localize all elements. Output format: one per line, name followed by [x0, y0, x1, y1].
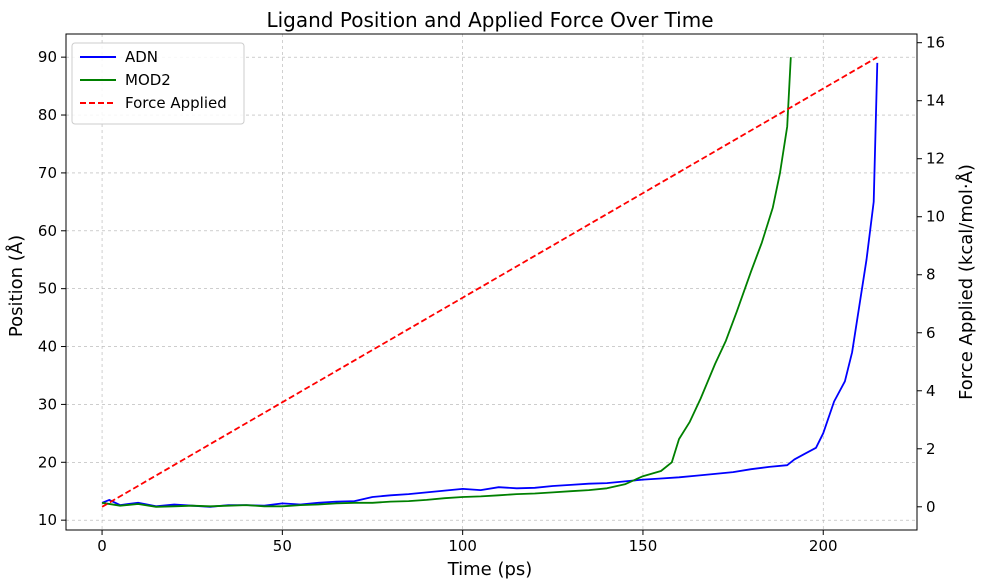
x-tick-label: 0 — [97, 537, 107, 555]
legend: ADN MOD2 Force Applied — [71, 42, 245, 125]
y-tick-label: 80 — [38, 106, 57, 124]
y2-axis-label: Force Applied (kcal/mol·Å) — [955, 164, 977, 400]
y2-tick-label: 10 — [926, 208, 945, 226]
y-tick-label: 40 — [38, 338, 57, 356]
grid — [66, 34, 917, 530]
y2-tick-label: 6 — [926, 324, 936, 342]
y2-tick-label: 4 — [926, 382, 936, 400]
x-tick-label: 100 — [448, 537, 477, 555]
y2-tick-label: 8 — [926, 266, 936, 284]
y2-tick-label: 14 — [926, 92, 945, 110]
y-tick-label: 20 — [38, 453, 57, 471]
y-axis-label: Position (Å) — [5, 235, 27, 337]
x-tick-label: 200 — [809, 537, 838, 555]
plot-frame — [65, 33, 918, 531]
y2-tick-label: 16 — [926, 34, 945, 52]
x-axis-label: Time (ps) — [447, 559, 533, 580]
y2-tick-label: 12 — [926, 150, 945, 168]
x-axis: 0 50 100 150 200 — [97, 530, 838, 555]
series-line-force-applied — [101, 56, 878, 508]
x-tick-label: 50 — [273, 537, 292, 555]
y-tick-label: 50 — [38, 280, 57, 298]
y-tick-label: 30 — [38, 395, 57, 413]
y-tick-label: 70 — [38, 164, 57, 182]
legend-label: ADN — [125, 48, 158, 66]
y-tick-label: 90 — [38, 48, 57, 66]
y-tick-label: 10 — [38, 511, 57, 529]
series-layer — [101, 56, 879, 508]
y2-tick-label: 2 — [926, 440, 936, 458]
series-line-mod2 — [101, 57, 792, 508]
y2-tick-label: 0 — [926, 498, 936, 516]
legend-label: MOD2 — [125, 71, 171, 89]
chart-title: Ligand Position and Applied Force Over T… — [266, 8, 713, 32]
legend-box — [71, 42, 245, 125]
y-tick-label: 60 — [38, 222, 57, 240]
x-tick-label: 150 — [629, 537, 658, 555]
y-axis-left: 10 20 30 40 50 60 70 80 90 — [38, 48, 66, 529]
legend-label: Force Applied — [125, 94, 227, 112]
y-axis-right: 0 2 4 6 8 10 12 14 16 — [917, 34, 945, 516]
